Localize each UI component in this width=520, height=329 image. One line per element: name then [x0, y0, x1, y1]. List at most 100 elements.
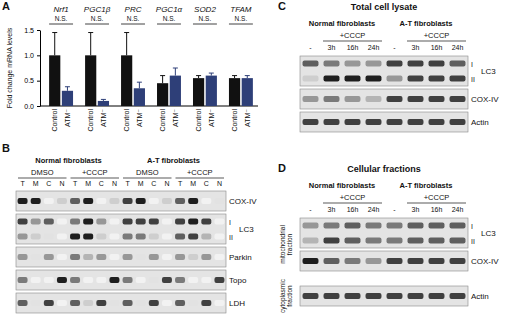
- band: [324, 293, 340, 299]
- band: [450, 96, 466, 102]
- band-label: II: [471, 76, 475, 83]
- figure: A0.00.51.01.5Fold change mRNA levelsNrf1…: [0, 0, 520, 329]
- blot-membrane: [16, 214, 226, 244]
- bar: [98, 101, 109, 106]
- lane-label: N: [164, 180, 169, 187]
- blot-membrane: [300, 251, 468, 271]
- lane-label: 3h: [328, 206, 336, 213]
- lane-label: 16h: [347, 206, 359, 213]
- band: [57, 277, 67, 283]
- error-bar: [101, 99, 106, 101]
- band: [345, 61, 361, 67]
- error-bar: [88, 33, 93, 56]
- condition-line: [407, 41, 466, 42]
- band: [96, 254, 106, 260]
- x-tick-label: ATM⁻: [244, 109, 251, 127]
- significance-label: N.S.: [127, 15, 140, 22]
- error-cap: [209, 73, 214, 74]
- lane-label: 24h: [452, 206, 464, 213]
- significance-label: N.S.: [199, 15, 212, 22]
- condition-label: +CCCP: [187, 168, 213, 177]
- band: [57, 198, 67, 204]
- band: [408, 223, 424, 229]
- band: [201, 234, 211, 240]
- band: [303, 119, 319, 125]
- lane-label: 16h: [431, 206, 443, 213]
- band: [387, 76, 403, 82]
- row-label: Topo: [229, 276, 247, 285]
- band: [123, 300, 133, 306]
- lane-label: C: [204, 180, 209, 187]
- condition-line: [323, 41, 382, 42]
- x-tick-label: Control: [123, 109, 130, 132]
- band: [387, 61, 403, 67]
- band: [429, 61, 445, 67]
- band: [44, 198, 54, 204]
- y-tick: 0.0: [24, 103, 40, 110]
- bar: [229, 78, 240, 106]
- bars: [49, 33, 253, 106]
- band: [162, 254, 172, 260]
- error-cap: [124, 32, 129, 33]
- condition-line: [123, 178, 172, 179]
- band: [83, 219, 93, 225]
- y-tick-mark: [37, 106, 40, 107]
- error-cap: [173, 68, 178, 69]
- y-tick: 0.5: [24, 77, 40, 84]
- band: [408, 293, 424, 299]
- lane-label: M: [33, 180, 39, 187]
- gene-label: TFAM: [230, 5, 252, 14]
- band: [429, 76, 445, 82]
- panel-a: A0.00.51.01.5Fold change mRNA levelsNrf1…: [2, 0, 258, 132]
- band: [366, 258, 382, 264]
- band: [429, 293, 445, 299]
- band: [450, 119, 466, 125]
- band: [324, 223, 340, 229]
- band: [175, 277, 185, 283]
- bar: [49, 55, 60, 106]
- lane-label: -: [393, 206, 396, 213]
- band: [366, 223, 382, 229]
- significance-label: N.S.: [163, 15, 176, 22]
- gene-label: PGC1α: [156, 5, 183, 14]
- band: [162, 234, 172, 240]
- condition-line: [18, 178, 67, 179]
- y-tick-label: 1.5: [24, 27, 34, 34]
- band: [450, 258, 466, 264]
- error-cap: [137, 82, 142, 83]
- bar: [170, 76, 181, 106]
- band-label: II: [471, 238, 475, 245]
- bar: [62, 91, 73, 106]
- error-cap: [88, 32, 93, 33]
- bar: [206, 76, 217, 106]
- gene-label: PRC: [125, 5, 142, 14]
- section-label: cytoplasmicfraction: [279, 278, 293, 313]
- blot-membrane: [16, 247, 226, 267]
- lane-label: -: [393, 44, 396, 51]
- band: [188, 277, 198, 283]
- row-label: LC3: [481, 229, 496, 238]
- band: [450, 61, 466, 67]
- band: [345, 258, 361, 264]
- band: [324, 76, 340, 82]
- band-label: II: [229, 234, 233, 241]
- error-bar: [245, 76, 250, 79]
- lane-label: N: [59, 180, 64, 187]
- panel-label: C: [278, 0, 286, 12]
- band: [303, 238, 319, 244]
- band: [345, 119, 361, 125]
- band: [149, 277, 159, 283]
- band: [387, 223, 403, 229]
- lane-label: 3h: [412, 44, 420, 51]
- band: [57, 300, 67, 306]
- error-bar: [196, 76, 201, 79]
- band: [366, 293, 382, 299]
- band: [387, 238, 403, 244]
- band: [123, 234, 133, 240]
- error-stem: [162, 76, 163, 84]
- band: [429, 223, 445, 229]
- band: [188, 219, 198, 225]
- x-tick-label: Control: [231, 109, 238, 132]
- x-tick-label: ATM⁻: [208, 109, 215, 127]
- blot-membrane: [16, 191, 226, 211]
